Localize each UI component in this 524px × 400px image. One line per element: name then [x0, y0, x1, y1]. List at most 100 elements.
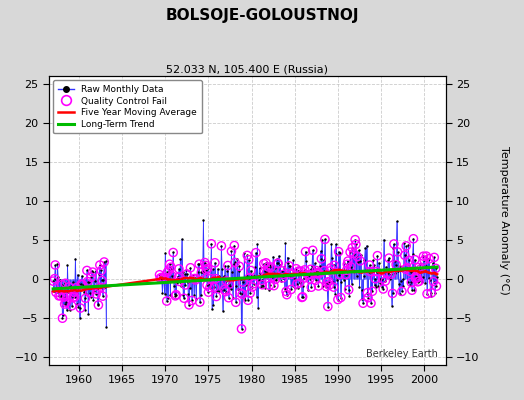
Point	[373, 252, 381, 259]
Point	[287, 286, 296, 293]
Point	[317, 256, 325, 262]
Point	[371, 276, 379, 282]
Point	[160, 275, 168, 281]
Point	[236, 290, 244, 296]
Point	[230, 242, 238, 249]
Point	[171, 293, 180, 299]
Point	[381, 278, 389, 284]
Point	[413, 278, 422, 285]
Point	[403, 279, 412, 286]
Point	[226, 286, 235, 292]
Point	[214, 266, 222, 272]
Point	[396, 291, 404, 298]
Point	[334, 248, 343, 255]
Point	[162, 272, 170, 278]
Point	[203, 265, 212, 272]
Point	[77, 305, 85, 311]
Point	[351, 236, 359, 243]
Point	[307, 284, 315, 290]
Point	[413, 278, 422, 285]
Point	[343, 261, 352, 268]
Point	[415, 278, 423, 284]
Point	[320, 268, 329, 274]
Point	[269, 253, 277, 260]
Point	[357, 252, 365, 258]
Point	[175, 266, 183, 272]
Point	[235, 263, 244, 270]
Text: Berkeley Earth: Berkeley Earth	[366, 349, 438, 359]
Point	[352, 241, 360, 248]
Point	[217, 243, 225, 249]
Point	[415, 278, 423, 284]
Point	[394, 268, 402, 275]
Point	[185, 302, 193, 308]
Point	[373, 252, 381, 259]
Point	[79, 286, 88, 292]
Point	[224, 262, 232, 269]
Point	[316, 248, 325, 254]
Point	[371, 276, 379, 282]
Point	[61, 280, 70, 286]
Point	[171, 293, 180, 299]
Point	[287, 286, 296, 293]
Point	[339, 268, 347, 275]
Point	[64, 288, 72, 295]
Point	[260, 268, 269, 274]
Point	[244, 297, 252, 304]
Point	[423, 291, 431, 297]
Point	[73, 301, 81, 307]
Point	[259, 260, 268, 267]
Point	[392, 262, 400, 268]
Point	[201, 262, 210, 268]
Point	[49, 278, 57, 284]
Point	[252, 250, 260, 256]
Point	[361, 245, 369, 251]
Point	[325, 282, 333, 288]
Point	[207, 241, 215, 247]
Point	[267, 264, 275, 270]
Point	[321, 236, 329, 242]
Point	[51, 262, 59, 268]
Point	[366, 268, 375, 275]
Point	[249, 280, 258, 287]
Point	[419, 253, 428, 259]
Point	[358, 287, 366, 293]
Point	[324, 303, 332, 310]
Point	[155, 272, 163, 278]
Point	[165, 267, 173, 273]
Point	[319, 257, 328, 263]
Point	[431, 265, 440, 272]
Point	[326, 265, 335, 271]
Point	[367, 269, 376, 276]
Point	[347, 264, 355, 270]
Point	[291, 277, 300, 284]
Point	[174, 274, 182, 281]
Point	[210, 284, 219, 290]
Point	[60, 301, 69, 307]
Point	[79, 281, 87, 288]
Point	[294, 268, 302, 274]
Point	[205, 280, 213, 287]
Point	[314, 283, 323, 289]
Point	[282, 292, 291, 298]
Point	[365, 262, 374, 268]
Point	[58, 282, 66, 288]
Point	[359, 300, 367, 306]
Point	[359, 300, 367, 306]
Point	[65, 284, 73, 290]
Point	[348, 244, 356, 251]
Point	[89, 269, 97, 275]
Point	[207, 241, 215, 247]
Point	[248, 284, 257, 290]
Point	[318, 237, 326, 243]
Point	[68, 279, 77, 285]
Point	[368, 288, 377, 294]
Point	[309, 273, 318, 279]
Point	[57, 292, 65, 299]
Point	[410, 287, 418, 294]
Point	[347, 264, 355, 270]
Point	[200, 268, 209, 275]
Point	[238, 291, 246, 297]
Point	[236, 290, 244, 296]
Point	[406, 282, 414, 288]
